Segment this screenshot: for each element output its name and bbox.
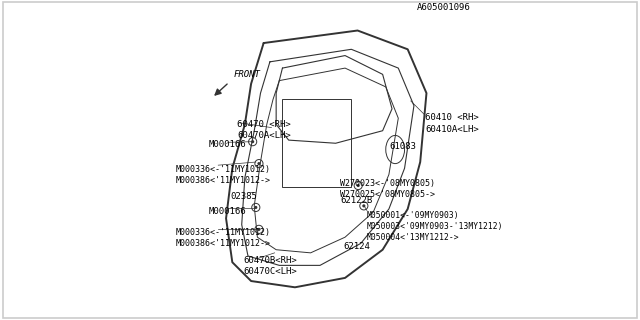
Text: 60470B<RH>
60470C<LH>: 60470B<RH> 60470C<LH> (243, 256, 297, 276)
Text: 62122B: 62122B (340, 196, 372, 205)
Text: FRONT: FRONT (234, 70, 260, 79)
Circle shape (257, 162, 260, 165)
Text: 60410 <RH>
60410A<LH>: 60410 <RH> 60410A<LH> (425, 114, 479, 133)
Text: A605001096: A605001096 (417, 3, 470, 12)
Circle shape (254, 206, 257, 209)
Text: M000166: M000166 (209, 207, 246, 216)
Text: 62124: 62124 (344, 242, 371, 251)
Circle shape (257, 228, 260, 231)
Text: M000336<-'11MY1012)
M000386<'11MY1012->: M000336<-'11MY1012) M000386<'11MY1012-> (176, 228, 271, 248)
Text: 61083: 61083 (389, 142, 416, 151)
Circle shape (251, 140, 254, 143)
Text: W270023<-'08MY0805)
W270025<'08MY0805->: W270023<-'08MY0805) W270025<'08MY0805-> (340, 179, 435, 199)
Text: 02385: 02385 (231, 192, 258, 201)
Text: M000336<-'11MY1012)
M000386<'11MY1012->: M000336<-'11MY1012) M000386<'11MY1012-> (176, 165, 271, 185)
Text: 60470 <RH>
60470A<LH>: 60470 <RH> 60470A<LH> (237, 120, 291, 140)
Text: M050001<-'09MY0903)
M050003<'09MY0903-'13MY1212)
M050004<'13MY1212->: M050001<-'09MY0903) M050003<'09MY0903-'1… (367, 211, 504, 242)
Text: M000166: M000166 (209, 140, 246, 149)
Bar (282, 100, 351, 187)
Circle shape (356, 184, 360, 187)
Circle shape (362, 204, 365, 207)
